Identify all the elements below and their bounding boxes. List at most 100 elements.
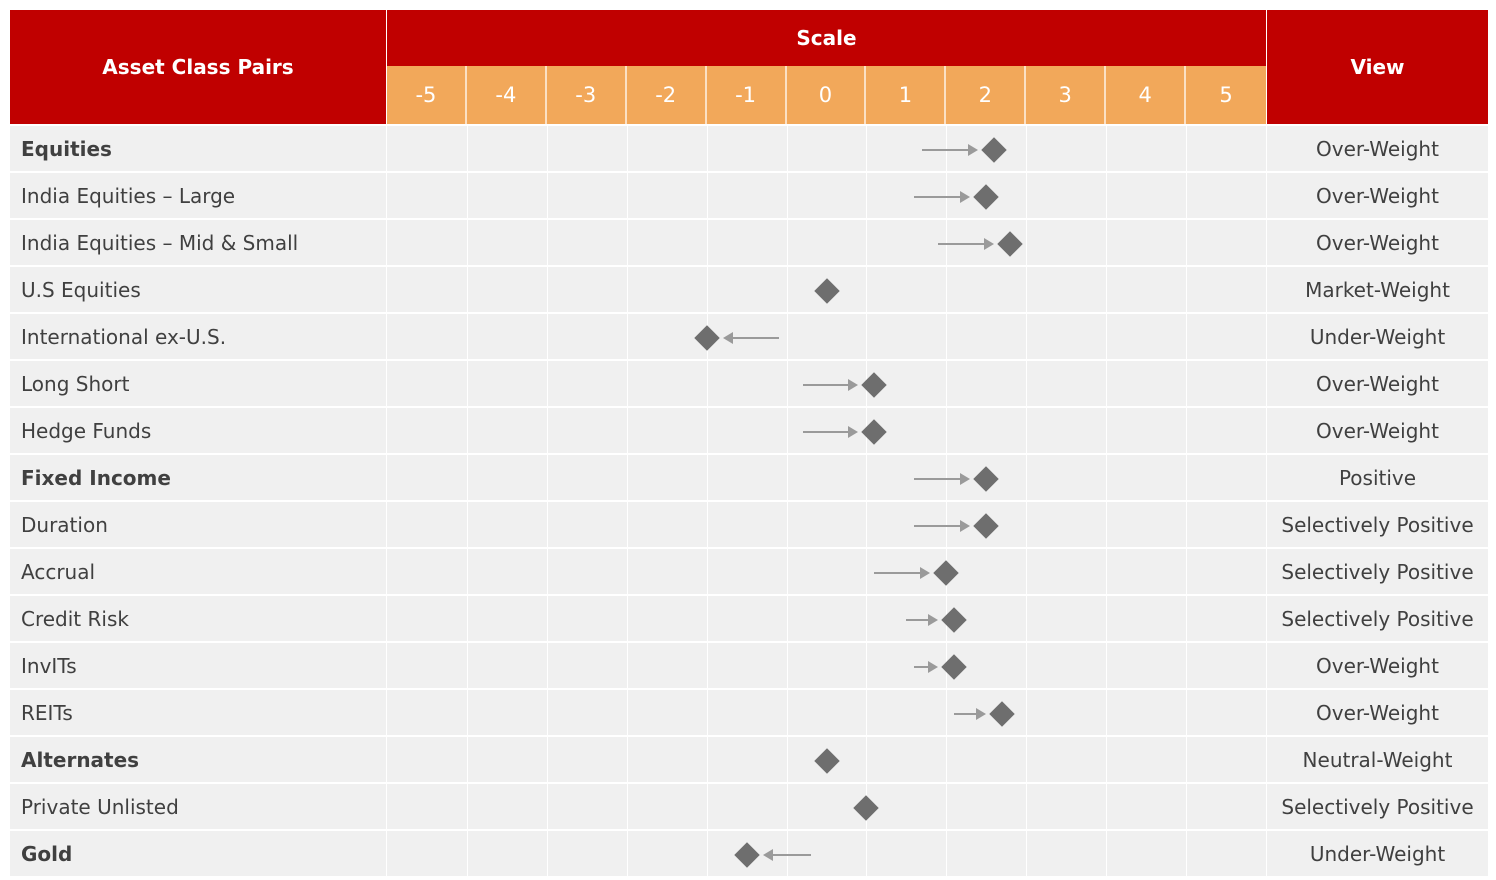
table-row: Private Unlisted Selectively Positive <box>10 784 1488 831</box>
view-label: Over-Weight <box>1267 408 1488 455</box>
view-label: Over-Weight <box>1267 126 1488 173</box>
change-arrow <box>914 519 971 532</box>
scale-grid-cell <box>387 173 1266 220</box>
asset-class-label: India Equities – Mid & Small <box>10 220 386 267</box>
grid-line <box>546 124 548 876</box>
grid-line <box>1106 124 1108 876</box>
scale-grid-cell <box>387 502 1266 549</box>
table-row: InvITs Over-Weight <box>10 643 1488 690</box>
table-row: Gold Under-Weight <box>10 831 1488 878</box>
change-arrow <box>722 331 779 344</box>
scale-grid-cell <box>387 126 1266 173</box>
change-arrow <box>938 237 995 250</box>
scale-grid-cell <box>387 455 1266 502</box>
table-row: Accrual Selectively Positive <box>10 549 1488 596</box>
table-row: Duration Selectively Positive <box>10 502 1488 549</box>
scale-grid-cell <box>387 690 1266 737</box>
table-row: REITs Over-Weight <box>10 690 1488 737</box>
table-row: Equities Over-Weight <box>10 126 1488 173</box>
change-arrow <box>914 190 971 203</box>
view-header: View <box>1267 10 1488 124</box>
table-row: India Equities – Large Over-Weight <box>10 173 1488 220</box>
change-arrow <box>922 143 979 156</box>
view-label: Neutral-Weight <box>1267 737 1488 784</box>
change-arrow <box>762 848 811 861</box>
scale-tick: 1 <box>866 66 947 124</box>
table-row: International ex-U.S. Under-Weight <box>10 314 1488 361</box>
view-label: Selectively Positive <box>1267 784 1488 831</box>
scale-tick: 4 <box>1106 66 1187 124</box>
change-arrow <box>914 660 939 673</box>
asset-class-label: Fixed Income <box>10 455 386 502</box>
view-label: Over-Weight <box>1267 173 1488 220</box>
table-row: Credit Risk Selectively Positive <box>10 596 1488 643</box>
asset-class-label: Credit Risk <box>10 596 386 643</box>
scale-tick: 2 <box>946 66 1027 124</box>
asset-class-label: Accrual <box>10 549 386 596</box>
view-label: Over-Weight <box>1267 643 1488 690</box>
asset-class-label: Hedge Funds <box>10 408 386 455</box>
view-label: Selectively Positive <box>1267 502 1488 549</box>
change-arrow <box>874 566 931 579</box>
change-arrow <box>802 425 859 438</box>
change-arrow <box>802 378 859 391</box>
scale-grid-cell <box>387 220 1266 267</box>
scale-header-label: Scale <box>796 26 857 50</box>
scale-tick: -3 <box>546 66 627 124</box>
asset-class-label: Long Short <box>10 361 386 408</box>
grid-line <box>626 124 628 876</box>
asset-class-label: Private Unlisted <box>10 784 386 831</box>
scale-grid-cell <box>387 596 1266 643</box>
scale-tick: -4 <box>466 66 547 124</box>
view-header-label: View <box>1350 55 1405 79</box>
grid-line <box>946 124 948 876</box>
grid-line <box>1186 124 1188 876</box>
change-arrow <box>914 472 971 485</box>
asset-class-label: International ex-U.S. <box>10 314 386 361</box>
asset-class-label: Equities <box>10 126 386 173</box>
asset-class-label: U.S Equities <box>10 267 386 314</box>
grid-line <box>866 124 868 876</box>
change-arrow <box>954 707 987 720</box>
table-row: Alternates Neutral-Weight <box>10 737 1488 784</box>
scale-grid-cell <box>387 549 1266 596</box>
table-row: Long Short Over-Weight <box>10 361 1488 408</box>
scale-grid-cell <box>387 831 1266 878</box>
view-label: Selectively Positive <box>1267 549 1488 596</box>
grid-line <box>466 124 468 876</box>
asset-class-label: REITs <box>10 690 386 737</box>
view-label: Under-Weight <box>1267 314 1488 361</box>
view-label: Under-Weight <box>1267 831 1488 878</box>
scale-header: Scale <box>387 10 1266 66</box>
scale-tick: -1 <box>706 66 787 124</box>
grid-line <box>1026 124 1028 876</box>
view-label: Over-Weight <box>1267 690 1488 737</box>
pairs-header-label: Asset Class Pairs <box>102 55 294 79</box>
scale-tick: 3 <box>1026 66 1107 124</box>
asset-class-label: India Equities – Large <box>10 173 386 220</box>
pairs-header: Asset Class Pairs <box>10 10 386 124</box>
asset-class-label: Duration <box>10 502 386 549</box>
asset-class-label: InvITs <box>10 643 386 690</box>
scale-tick: 5 <box>1186 66 1266 124</box>
grid-line <box>786 124 788 876</box>
view-label: Selectively Positive <box>1267 596 1488 643</box>
view-label: Market-Weight <box>1267 267 1488 314</box>
scale-tick: -2 <box>626 66 707 124</box>
scale-grid-cell <box>387 643 1266 690</box>
scale-grid-cell <box>387 314 1266 361</box>
view-label: Over-Weight <box>1267 361 1488 408</box>
table-row: U.S Equities Market-Weight <box>10 267 1488 314</box>
scale-tick: 0 <box>786 66 867 124</box>
view-label: Over-Weight <box>1267 220 1488 267</box>
table-row: Hedge Funds Over-Weight <box>10 408 1488 455</box>
change-arrow <box>906 613 939 626</box>
asset-class-label: Alternates <box>10 737 386 784</box>
asset-class-label: Gold <box>10 831 386 878</box>
scale-grid-cell <box>387 784 1266 831</box>
table-row: India Equities – Mid & Small Over-Weight <box>10 220 1488 267</box>
scale-tick: -5 <box>387 66 467 124</box>
view-label: Positive <box>1267 455 1488 502</box>
grid-line <box>706 124 708 876</box>
